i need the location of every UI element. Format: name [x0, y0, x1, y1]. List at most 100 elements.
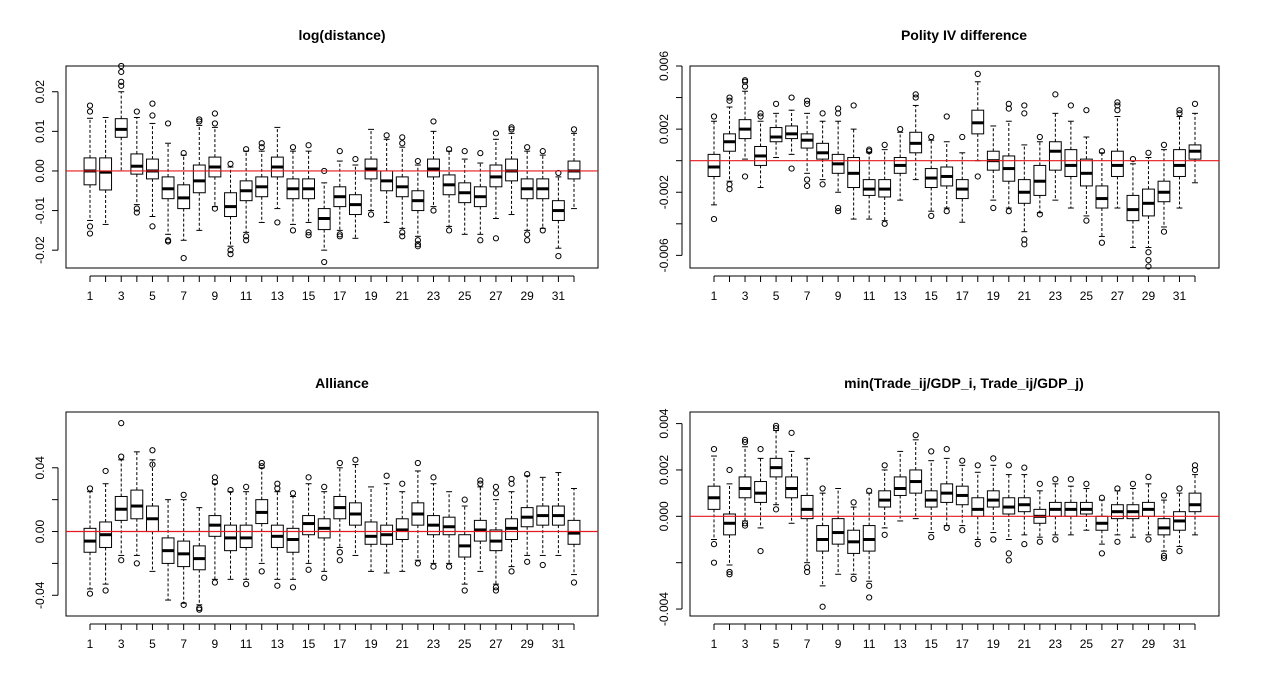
box-10 [224, 486, 237, 580]
x-tick-label: 11 [863, 289, 876, 303]
outlier-point [881, 531, 888, 538]
x-tick-label: 13 [894, 637, 908, 651]
x-tick-label: 29 [1142, 289, 1156, 303]
box-25 [1079, 480, 1093, 531]
panel-trade-gdp: min(Trade_ij/GDP_i, Trade_ij/GDP_j) -0.0… [657, 375, 1220, 651]
x-tick-label: 3 [742, 637, 749, 651]
outlier-point [149, 112, 156, 119]
box-30 [536, 148, 550, 234]
outlier-point [1005, 557, 1012, 564]
outlier-point [974, 70, 981, 77]
outlier-point [1191, 100, 1199, 107]
outlier-point [1160, 228, 1168, 235]
outlier-point [1021, 110, 1028, 117]
outlier-point [570, 579, 578, 586]
box-10 [847, 499, 861, 583]
outlier-point [1145, 257, 1152, 264]
outlier-point [508, 126, 515, 133]
iqr-box [239, 524, 253, 548]
box-30 [1157, 141, 1171, 235]
outlier-point [118, 62, 125, 70]
box-27 [1111, 485, 1124, 545]
box-13 [270, 480, 284, 589]
panel-log-distance: log(distance) -0.02-0.010.000.010.021 3 5 7… [33, 27, 599, 303]
outlier-point [1005, 462, 1012, 469]
box-3 [738, 436, 752, 529]
y-tick-label: -0.04 [33, 581, 47, 609]
iqr-box [862, 179, 876, 196]
box-32 [567, 488, 581, 586]
outlier-point [524, 471, 531, 478]
outlier-point [445, 146, 453, 153]
outlier-point [772, 506, 780, 513]
box-20 [1002, 462, 1016, 564]
box-3 [114, 62, 128, 172]
outlier-point [305, 232, 312, 239]
box-4 [754, 110, 767, 189]
y-tick-label: -0.004 [657, 592, 671, 626]
outlier-point [943, 208, 950, 215]
outlier-point [866, 487, 873, 494]
x-tick-label: 25 [458, 637, 472, 651]
box-3 [114, 420, 128, 564]
outlier-point [943, 445, 950, 453]
x-tick-label: 21 [1018, 637, 1032, 651]
outlier-point [1067, 476, 1074, 483]
outlier-point [133, 108, 140, 115]
box-24 [442, 491, 456, 570]
outlier-point [555, 253, 562, 260]
outlier-point [897, 126, 904, 133]
iqr-box [1173, 149, 1186, 177]
outlier-point [959, 133, 966, 141]
x-tick-label: 17 [333, 289, 347, 303]
outlier-point [1191, 466, 1199, 474]
box-6 [161, 120, 175, 245]
x-tick-label: 1 [87, 289, 94, 303]
panel-polity-iv-difference: Polity IV difference -0.006 -0.002 0.002 0.… [657, 27, 1220, 303]
outlier-point [570, 126, 578, 133]
outlier-point [1160, 492, 1168, 499]
box-12 [878, 462, 892, 538]
box-11 [239, 146, 253, 244]
outlier-point [819, 110, 826, 117]
outlier-point [1114, 99, 1121, 106]
outlier-point [289, 227, 297, 234]
outlier-point [211, 205, 219, 212]
outlier-point [835, 208, 842, 215]
box-29 [520, 144, 534, 244]
iqr-box [769, 127, 783, 143]
y-tick-label: -0.002 [657, 175, 671, 209]
outlier-point [1098, 148, 1106, 155]
outlier-point [445, 563, 453, 570]
outlier-point [321, 258, 328, 266]
outlier-point [850, 575, 857, 583]
box-18 [971, 462, 985, 548]
outlier-point [757, 445, 764, 453]
outlier-point [928, 133, 935, 141]
outlier-point [1036, 211, 1043, 218]
outlier-point [912, 94, 919, 101]
outlier-point [772, 422, 780, 430]
outlier-point [912, 432, 919, 439]
x-tick-label: 15 [302, 289, 316, 303]
iqr-box [1126, 194, 1140, 222]
outlier-point [943, 113, 950, 120]
outlier-point [1145, 473, 1152, 481]
y-tick-label: 0.02 [33, 80, 47, 104]
iqr-box [785, 125, 798, 140]
box-1 [707, 113, 721, 223]
outlier-point [227, 486, 234, 494]
x-tick-label: 13 [271, 289, 285, 303]
box-3 [738, 77, 752, 180]
outlier-point [1083, 217, 1090, 224]
outlier-point [86, 108, 94, 115]
outlier-point [118, 420, 125, 427]
box-29 [1142, 473, 1155, 543]
x-tick-label: 11 [240, 637, 253, 651]
iqr-box [800, 494, 814, 520]
outlier-point [1114, 485, 1121, 492]
box-5 [146, 447, 159, 572]
iqr-box [971, 497, 985, 517]
x-tick-label: 15 [925, 637, 939, 651]
y-tick-label: -0.01 [33, 197, 47, 225]
